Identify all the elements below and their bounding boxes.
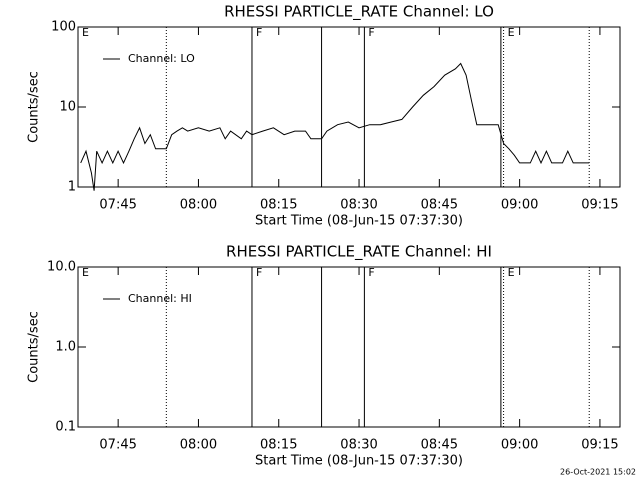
x-tick-label: 08:45 <box>421 438 458 453</box>
y-tick-label: 1 <box>68 180 76 195</box>
x-tick-label: 09:00 <box>501 198 538 213</box>
footer-date: 26-Oct-2021 15:02 <box>560 468 636 477</box>
x-tick-label: 07:45 <box>99 198 136 213</box>
x-tick-label: 07:45 <box>99 438 136 453</box>
x-tick-label: 08:15 <box>260 438 297 453</box>
legend-label: Channel: HI <box>128 292 192 305</box>
data-line <box>80 62 590 191</box>
chart-title: RHESSI PARTICLE_RATE Channel: LO <box>224 3 494 22</box>
plot-frame <box>77 26 621 188</box>
x-axis-label: Start Time (08-Jun-15 07:37:30) <box>255 454 463 469</box>
y-tick-label: 10.0 <box>47 260 76 275</box>
x-tick-label: 08:00 <box>180 198 217 213</box>
legend-label: Channel: LO <box>128 52 195 65</box>
event-label: E <box>82 26 89 39</box>
x-tick-label: 08:30 <box>340 438 377 453</box>
x-tick-label: 09:15 <box>581 438 618 453</box>
x-tick-label: 08:00 <box>180 438 217 453</box>
x-tick-label: 08:45 <box>421 198 458 213</box>
y-axis-label: Counts/sec <box>27 71 42 143</box>
y-tick-label: 10 <box>59 100 76 115</box>
event-label: F <box>368 26 374 39</box>
x-axis-label: Start Time (08-Jun-15 07:37:30) <box>255 214 463 229</box>
x-tick-label: 08:30 <box>340 198 377 213</box>
event-label: E <box>508 266 515 279</box>
event-label: E <box>82 266 89 279</box>
plot-frame <box>77 266 621 428</box>
event-label: E <box>508 26 515 39</box>
y-tick-label: 1.0 <box>55 340 76 355</box>
x-tick-label: 09:00 <box>501 438 538 453</box>
y-axis-label: Counts/sec <box>27 311 42 383</box>
x-tick-label: 08:15 <box>260 198 297 213</box>
y-tick-label: 0.1 <box>55 420 76 435</box>
y-tick-label: 100 <box>51 20 76 35</box>
event-label: F <box>256 26 262 39</box>
event-label: F <box>368 266 374 279</box>
x-tick-label: 09:15 <box>581 198 618 213</box>
event-label: F <box>256 266 262 279</box>
chart-title: RHESSI PARTICLE_RATE Channel: HI <box>226 243 492 262</box>
